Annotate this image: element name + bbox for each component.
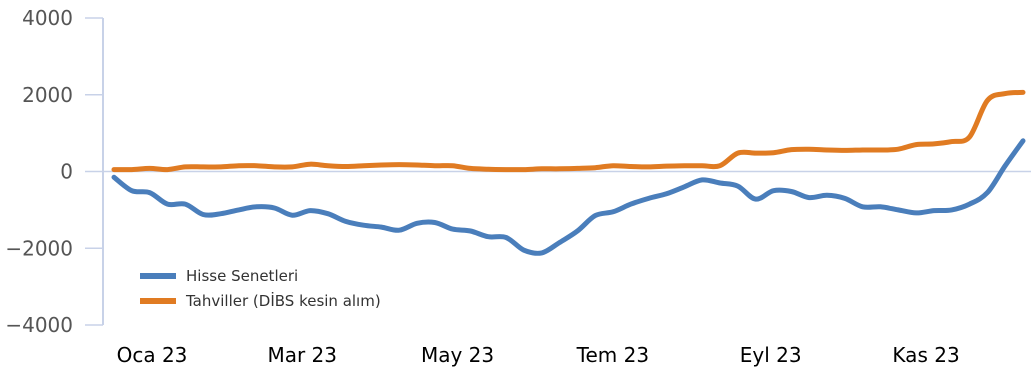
x-tick-group: Oca 23 Mar 23 May 23 Tem 23 Eyl 23 Kas 23	[117, 343, 960, 367]
x-tick-label: Kas 23	[892, 343, 959, 367]
y-tick-label: 4000	[22, 6, 73, 30]
y-tick-label: 2000	[22, 83, 73, 107]
x-tick-label: Eyl 23	[740, 343, 802, 367]
y-tick-label: −4000	[5, 313, 73, 337]
x-tick-label: Tem 23	[576, 343, 649, 367]
y-tick-label: 0	[60, 160, 73, 184]
x-tick-label: Oca 23	[117, 343, 188, 367]
y-axis: 4000 2000 0 −2000 −4000	[5, 6, 104, 337]
y-tick-label: −2000	[5, 236, 73, 260]
series-group	[111, 89, 1026, 256]
legend: Hisse Senetleri Tahviller (DİBS kesin al…	[140, 267, 381, 310]
series-line-tahviller	[111, 89, 1026, 173]
y-tick-group: 4000 2000 0 −2000 −4000	[5, 6, 103, 337]
legend-label-hisse: Hisse Senetleri	[186, 267, 298, 285]
series-line-hisse-senetleri	[111, 138, 1026, 256]
x-tick-label: May 23	[421, 343, 494, 367]
x-tick-label: Mar 23	[267, 343, 337, 367]
legend-label-tahvil: Tahviller (DİBS kesin alım)	[185, 291, 381, 310]
